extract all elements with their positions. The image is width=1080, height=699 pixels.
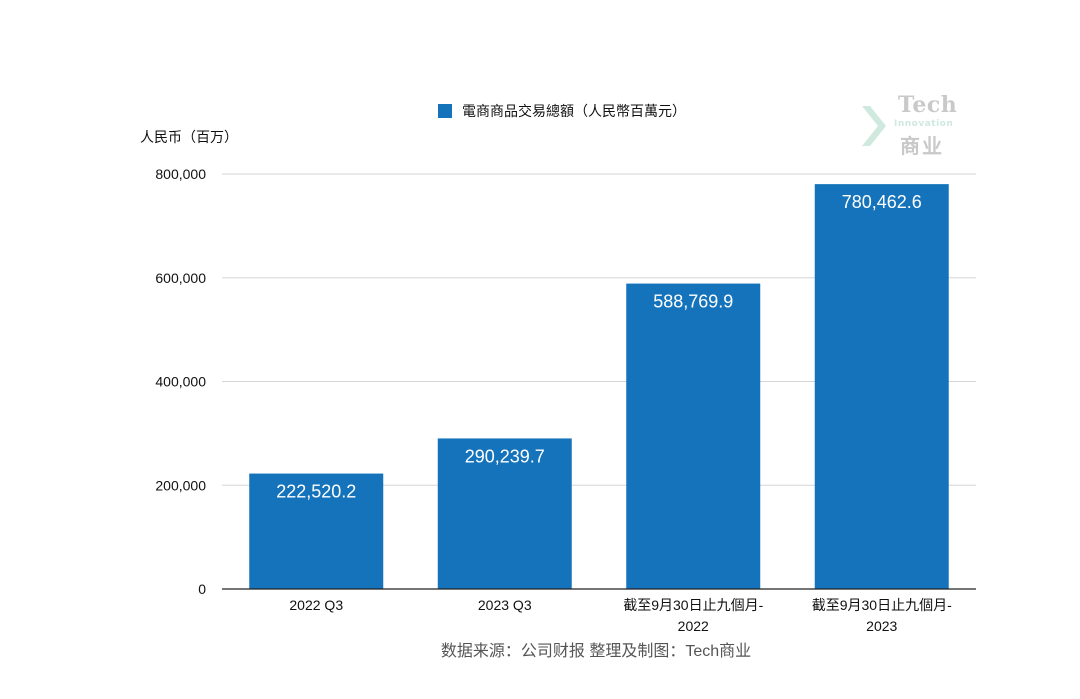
bar bbox=[626, 283, 761, 589]
y-tick-label: 400,000 bbox=[155, 374, 206, 390]
bar bbox=[814, 184, 949, 590]
x-category-label: 2022 Q3 bbox=[289, 597, 343, 613]
tech-logo: Tech Innovation 商业 bbox=[858, 92, 968, 158]
x-category-label: 2023 Q3 bbox=[478, 597, 532, 613]
source-note: 数据来源：公司财报 整理及制图：Tech商业 bbox=[441, 642, 751, 660]
logo-text-cn: 商业 bbox=[900, 134, 944, 158]
x-category-label: 截至9月30日止九個月- bbox=[812, 597, 952, 613]
bar-value-label: 222,520.2 bbox=[276, 482, 356, 502]
y-tick-label: 800,000 bbox=[155, 166, 206, 182]
y-tick-labels: 0 200,000 400,000 600,000 800,000 bbox=[155, 166, 206, 597]
bar bbox=[249, 473, 384, 589]
bar-value-label: 780,462.6 bbox=[842, 192, 922, 212]
legend-swatch bbox=[438, 104, 452, 118]
bar-value-label: 290,239.7 bbox=[465, 446, 545, 466]
y-tick-label: 0 bbox=[198, 581, 206, 597]
logo-text-innovation: Innovation bbox=[894, 119, 954, 129]
x-category-label: 2023 bbox=[866, 618, 897, 634]
y-tick-label: 600,000 bbox=[155, 270, 206, 286]
bar-value-labels: 222,520.2 290,239.7 588,769.9 780,462.6 bbox=[276, 192, 922, 501]
logo-chevron-icon bbox=[862, 106, 886, 146]
y-tick-label: 200,000 bbox=[155, 477, 206, 493]
legend-label: 電商商品交易總額（人民幣百萬元） bbox=[462, 103, 686, 119]
x-category-label: 截至9月30日止九個月- bbox=[623, 597, 763, 613]
bars bbox=[249, 184, 949, 590]
legend: 電商商品交易總額（人民幣百萬元） bbox=[438, 103, 686, 119]
logo-text-tech: Tech bbox=[898, 92, 958, 118]
y-axis-title: 人民币（百万） bbox=[140, 129, 238, 145]
x-category-labels: 2022 Q3 2023 Q3 截至9月30日止九個月- 2022 截至9月30日止九個… bbox=[289, 597, 952, 634]
x-category-label: 2022 bbox=[678, 618, 709, 634]
bar-value-label: 588,769.9 bbox=[653, 292, 733, 312]
bar bbox=[437, 438, 572, 589]
